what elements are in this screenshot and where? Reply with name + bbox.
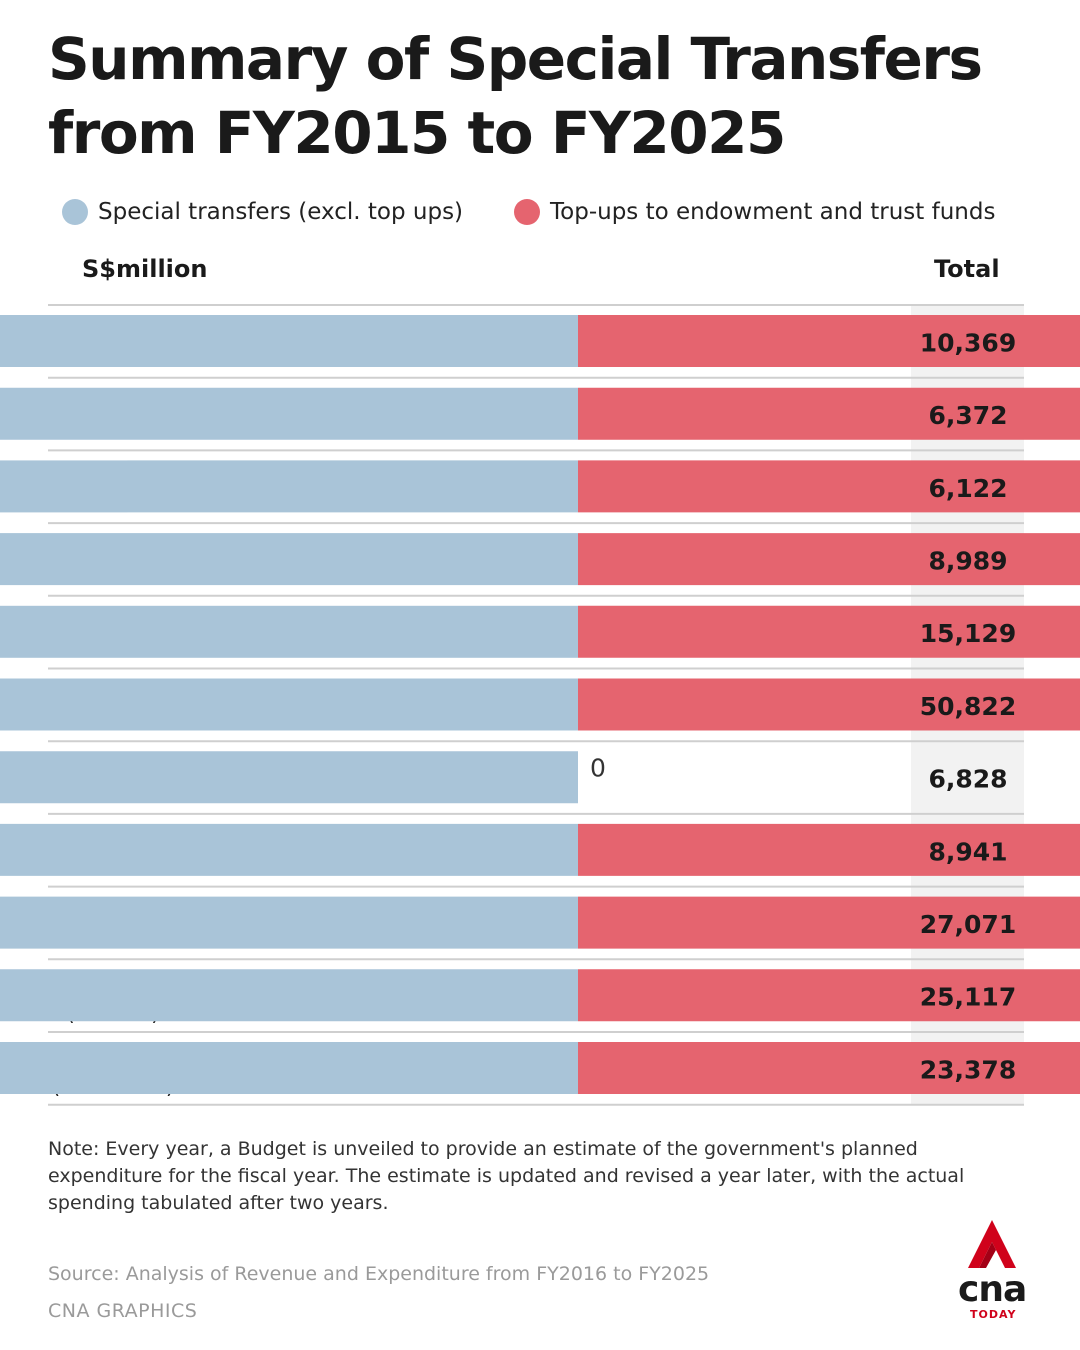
bar-top-ups-2015 xyxy=(578,315,1080,367)
bar-top-ups-2020 xyxy=(578,678,1080,731)
total-value-2020: 50,822 xyxy=(920,692,1016,721)
bar-top-ups-2017 xyxy=(578,460,1080,513)
legend-swatch-red xyxy=(514,199,540,225)
credit-text: CNA GRAPHICS xyxy=(48,1300,198,1322)
legend-item-special-transfers: Special transfers (excl. top ups) xyxy=(62,196,463,228)
total-value-2016: 6,372 xyxy=(928,401,1007,430)
bar-top-ups-2023 xyxy=(578,896,1080,949)
bar-special-transfers-2022 xyxy=(0,823,578,876)
total-value-2015: 10,369 xyxy=(920,328,1016,357)
source-text: Source: Analysis of Revenue and Expendit… xyxy=(48,1263,710,1285)
total-header: Total xyxy=(934,255,1000,283)
bar-special-transfers-2019 xyxy=(0,605,578,658)
value-label-top-ups-2021: 0 xyxy=(590,754,606,783)
bar-top-ups-2022 xyxy=(578,823,1080,876)
total-value-2021: 6,828 xyxy=(928,765,1007,794)
bar-special-transfers-2015 xyxy=(0,315,578,367)
bar-special-transfers-2018 xyxy=(0,533,578,586)
unit-header: S$million xyxy=(82,255,208,283)
total-value-2023: 27,071 xyxy=(920,910,1016,939)
bar-special-transfers-2017 xyxy=(0,460,578,513)
bar-top-ups-2016 xyxy=(578,387,1080,440)
total-value-2019: 15,129 xyxy=(920,619,1016,648)
total-value-2025: 23,378 xyxy=(920,1055,1016,1084)
bar-top-ups-2025 xyxy=(578,1042,1080,1094)
footnote: Note: Every year, a Budget is unveiled t… xyxy=(48,1138,965,1214)
legend-label-special-transfers: Special transfers (excl. top ups) xyxy=(98,199,464,225)
bar-special-transfers-2024 xyxy=(0,969,578,1022)
bar-top-ups-2019 xyxy=(578,605,1080,658)
bar-special-transfers-2016 xyxy=(0,387,578,440)
bar-special-transfers-2023 xyxy=(0,896,578,949)
total-value-2022: 8,941 xyxy=(928,837,1007,866)
bar-top-ups-2024 xyxy=(578,969,1080,1022)
chart-title: Summary of Special Transfers from FY2015… xyxy=(48,25,983,167)
logo-wordmark: cna xyxy=(958,1269,1027,1310)
cna-logo-icon xyxy=(968,1220,1016,1268)
bar-special-transfers-2020 xyxy=(0,678,578,731)
legend-swatch-blue xyxy=(62,199,88,225)
bar-special-transfers-2021 xyxy=(0,751,578,804)
logo-subtitle: TODAY xyxy=(970,1308,1017,1321)
legend-item-top-ups: Top-ups to endowment and trust funds xyxy=(514,196,995,228)
bar-top-ups-2018 xyxy=(578,533,1080,586)
bar-special-transfers-2025 xyxy=(0,1042,578,1094)
bar-chart: 20154,3696,00010,36920162,7723,6006,3722… xyxy=(0,304,1080,1106)
total-value-2018: 8,989 xyxy=(928,546,1007,575)
total-value-2024: 25,117 xyxy=(920,983,1016,1012)
legend-label-top-ups: Top-ups to endowment and trust funds xyxy=(550,199,996,225)
total-value-2017: 6,122 xyxy=(928,474,1007,503)
